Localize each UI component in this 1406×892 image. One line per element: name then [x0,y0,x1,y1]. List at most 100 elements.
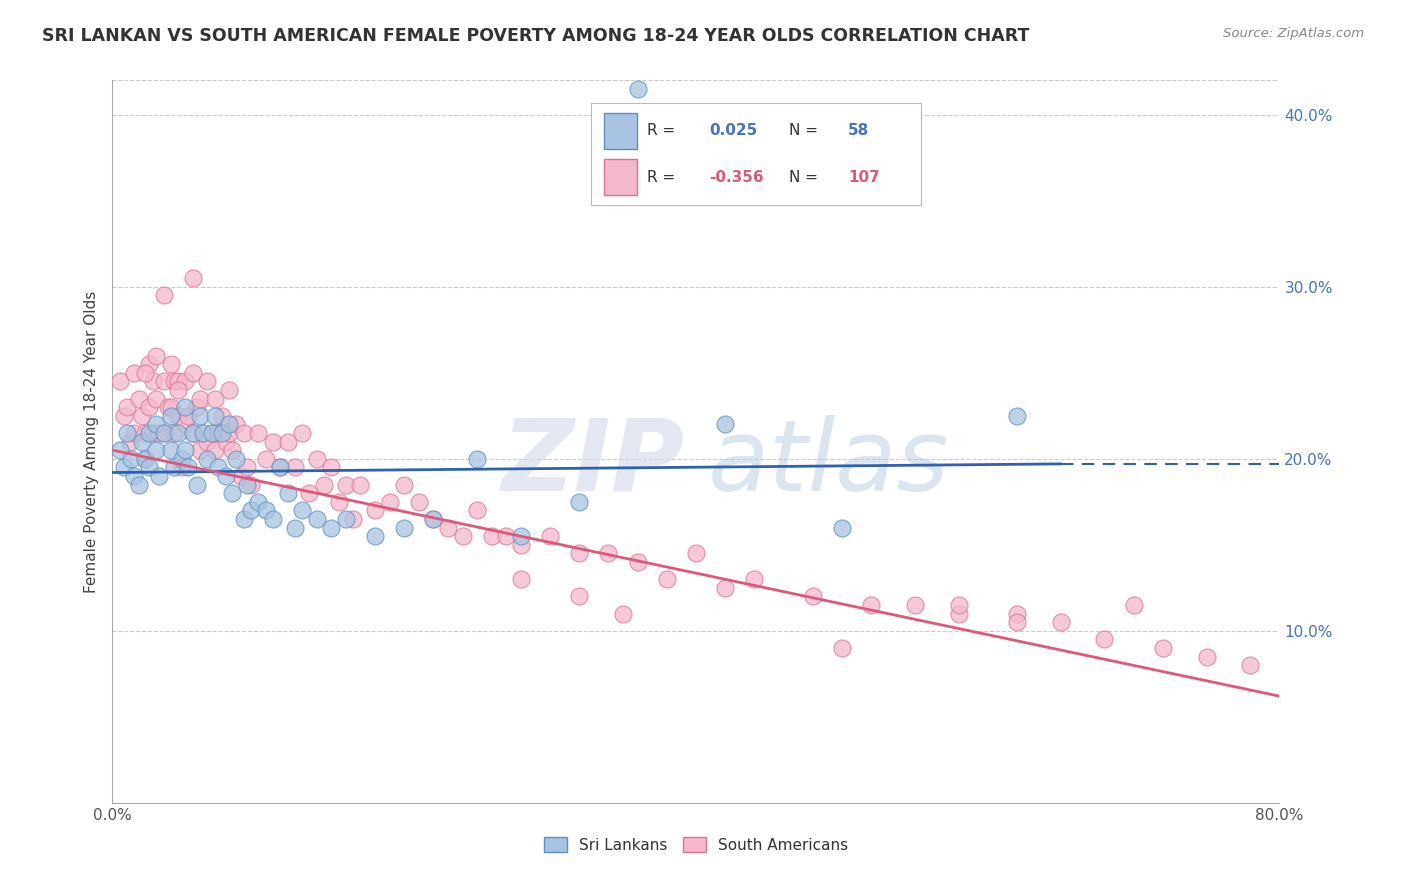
Point [262,434,284,449]
Point [160,400,183,414]
Point [1122,598,1144,612]
Point [204,409,226,423]
Point [138,425,160,440]
Point [284,460,307,475]
Point [276,434,298,449]
Point [904,598,927,612]
Point [128,392,150,406]
Point [298,486,321,500]
Point [181,425,204,440]
Point [328,494,350,508]
Point [145,392,167,406]
Text: R =: R = [647,170,675,185]
Point [204,443,226,458]
Point [124,425,146,440]
Point [186,400,208,414]
Point [152,425,174,440]
Point [181,271,204,285]
Point [235,460,257,475]
Point [201,425,224,440]
Point [142,375,165,389]
Point [568,590,591,604]
Point [254,451,277,466]
Point [568,494,591,508]
Text: 107: 107 [848,170,880,185]
Point [186,477,208,491]
Text: N =: N = [789,123,818,137]
Point [174,417,197,432]
Point [218,425,240,440]
Point [218,383,240,397]
Point [225,451,247,466]
Text: atlas: atlas [707,415,949,512]
Text: Source: ZipAtlas.com: Source: ZipAtlas.com [1223,27,1364,40]
Point [134,451,156,466]
Point [160,443,183,458]
FancyBboxPatch shape [603,113,637,149]
Point [831,640,853,655]
Point [145,443,167,458]
Point [174,443,197,458]
Text: 0.025: 0.025 [710,123,758,137]
Point [195,375,218,389]
Point [465,503,488,517]
Point [437,520,460,534]
Point [742,572,765,586]
Point [342,512,364,526]
Point [568,546,591,560]
Point [254,503,277,517]
Point [269,460,291,475]
Point [335,512,357,526]
Point [465,451,488,466]
Point [538,529,561,543]
Point [509,529,531,543]
Point [860,598,883,612]
Point [831,520,853,534]
Point [509,572,531,586]
Point [207,425,229,440]
Point [235,477,257,491]
Point [291,425,314,440]
Point [145,349,167,363]
Point [188,443,211,458]
Point [225,417,247,432]
Point [408,494,430,508]
Point [509,538,531,552]
Point [174,375,197,389]
Point [305,451,328,466]
Point [714,581,737,595]
Point [495,529,517,543]
Point [163,375,186,389]
Point [145,417,167,432]
Point [211,409,233,423]
Point [142,425,165,440]
Point [655,572,678,586]
Point [1049,615,1071,630]
Point [128,477,150,491]
Point [160,357,183,371]
Point [167,375,190,389]
Point [305,512,328,526]
Point [124,366,146,380]
Point [232,425,254,440]
Point [207,460,229,475]
Point [229,469,252,483]
Point [1239,658,1261,673]
Text: -0.356: -0.356 [710,170,763,185]
Point [134,451,156,466]
Point [291,503,314,517]
Point [134,366,156,380]
Text: ZIP: ZIP [502,415,685,512]
Point [378,494,401,508]
Point [115,425,138,440]
Point [262,512,284,526]
Point [131,409,153,423]
Point [124,469,146,483]
Point [232,512,254,526]
Point [1005,607,1028,621]
Point [215,469,238,483]
Point [138,357,160,371]
Point [204,392,226,406]
Point [152,375,174,389]
Point [364,503,387,517]
